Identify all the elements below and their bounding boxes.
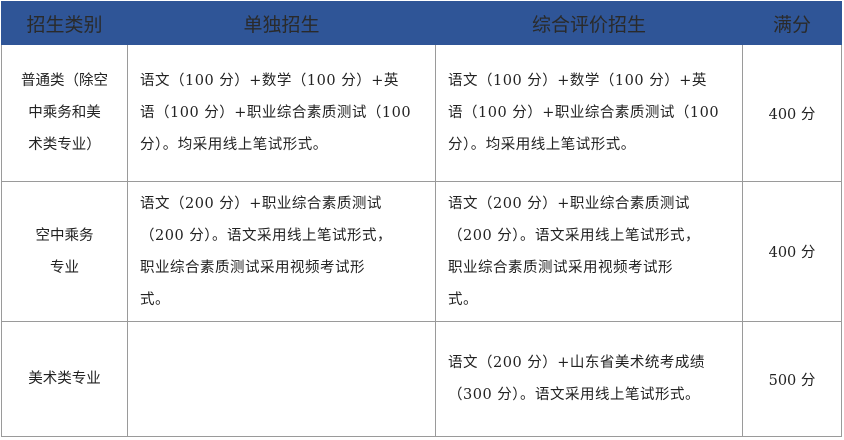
cell-line: 中乘务和美 [28,105,101,121]
table-row: 美术类专业 语文（200 分）+山东省美术统考成绩 （300 分）。语文采用线上笔试… [1,321,842,437]
cell-line: （300 分）。语文采用线上笔试形式。 [448,387,701,403]
cell-line: 普通类（除空 [21,73,108,89]
comprehensive-admission-cell: 语文（100 分）+数学（100 分）+英 语（100 分）+职业综合素质测试（1… [435,44,743,182]
cell-line: 式。 [448,291,478,308]
full-score-cell: 400 分 [742,181,842,322]
single-admission-cell: 语文（200 分）+职业综合素质测试 （200 分）。语文采用线上笔试形式， 职业综… [127,181,436,322]
category-cell: 普通类（除空 中乘务和美术类专业） [1,44,128,182]
header-row: 招生类别 单独招生 综合评价招生 满分 [1,1,842,45]
comprehensive-admission-cell: 语文（200 分）+职业综合素质测试 （200 分）。语文采用线上笔试形式， 职业综… [435,181,743,322]
cell-line: 术类专业） [28,137,101,153]
header-score: 满分 [742,1,842,45]
cell-line: （200 分）。语文采用线上笔试形式， [140,227,393,244]
header-single: 单独招生 [127,1,436,45]
cell-line: 空中乘务 [35,227,94,244]
cell-line: 专业 [50,259,79,276]
category-cell: 美术类专业 [1,321,128,437]
cell-line: 职业综合素质测试采用视频考试形 [448,259,673,276]
header-comprehensive: 综合评价招生 [435,1,743,45]
cell-line: 式。 [140,291,170,308]
full-score-cell: 400 分 [742,44,842,182]
cell-line: 语文（100 分）+数学（100 分）+英 [140,73,399,89]
cell-line: 职业综合素质测试采用视频考试形 [140,259,365,276]
cell-line: 美术类专业 [28,371,101,387]
cell-line: 语文（100 分）+数学（100 分）+英 [448,73,707,89]
single-admission-cell [127,321,436,437]
header-category: 招生类别 [1,1,128,45]
cell-line: 语文（200 分）+职业综合素质测试 [140,195,382,212]
table-row: 空中乘务 专业 语文（200 分）+职业综合素质测试 （200 分）。语文采用线上笔试… [1,181,842,322]
single-admission-cell: 语文（100 分）+数学（100 分）+英 语（100 分）+职业综合素质测试（1… [127,44,436,182]
cell-line: 语（100 分）+职业综合素质测试（100 [448,105,720,121]
cell-line: 分）。均采用线上笔试形式。 [140,137,328,153]
cell-line: 语文（200 分）+职业综合素质测试 [448,195,690,212]
comprehensive-admission-cell: 语文（200 分）+山东省美术统考成绩 （300 分）。语文采用线上笔试形式。 [435,321,743,437]
cell-line: 分）。均采用线上笔试形式。 [448,137,636,153]
category-cell: 空中乘务 专业 [1,181,128,322]
table-row: 普通类（除空 中乘务和美 术类专业） 语文（100 分）+数学（100 分）+英 语（1… [1,44,842,182]
cell-line: （200 分）。语文采用线上笔试形式， [448,227,701,244]
full-score-cell: 500 分 [742,321,842,437]
cell-line: 语（100 分）+职业综合素质测试（100 [140,105,412,121]
cell-line: 语文（200 分）+山东省美术统考成绩 [448,355,705,371]
